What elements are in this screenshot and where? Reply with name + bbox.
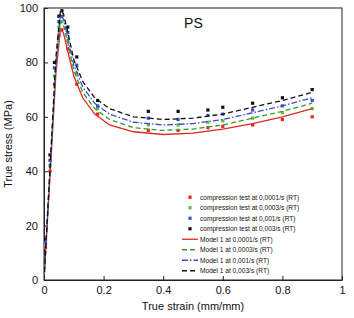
- legend-item: Model 1 at 0,003/s (RT): [182, 267, 269, 275]
- legend-symbol: [182, 239, 198, 240]
- data-point: [311, 88, 314, 91]
- tick-label: 0.4: [156, 284, 171, 296]
- data-point: [281, 96, 284, 99]
- data-point: [281, 118, 284, 121]
- legend-label: Model 1 at 0,0003/s (RT): [200, 246, 273, 254]
- data-point: [311, 99, 314, 102]
- data-point: [251, 117, 254, 120]
- legend-item: Model 1 at 0,0003/s (RT): [182, 246, 273, 254]
- tick-mark: [282, 276, 283, 280]
- tick: 1: [339, 276, 345, 296]
- tick: 0.2: [96, 276, 111, 296]
- chart: 0 0.2 0.4 0.6 0.8 1 0 20 40 60 80 100 PS compression …: [0, 0, 354, 318]
- legend-symbol: [188, 196, 191, 199]
- annotation: PS: [184, 15, 203, 31]
- tick: 80: [26, 56, 48, 68]
- data-point: [251, 108, 254, 111]
- tick-label: 0.6: [216, 284, 231, 296]
- tick: 0.6: [216, 276, 231, 296]
- legend-item: Model 1 at 0,001/s (RT): [182, 257, 269, 265]
- tick: 40: [26, 165, 48, 177]
- legend-symbol: [182, 260, 198, 261]
- model-line: [44, 22, 312, 280]
- data-point: [75, 55, 78, 58]
- tick-mark: [44, 8, 48, 9]
- legend-label: compression test at 0,0001/s (RT): [200, 194, 299, 202]
- marks: [44, 9, 314, 280]
- legend: compression test at 0,0001/s (RT) compres…: [182, 194, 299, 276]
- legend-symbol: [188, 227, 191, 230]
- data-point: [221, 106, 224, 109]
- legend-symbol: [182, 249, 198, 250]
- tick: 0.8: [275, 276, 290, 296]
- tick-label: 1: [339, 284, 345, 296]
- tick: 0.4: [156, 276, 171, 296]
- model-line: [44, 16, 312, 280]
- tick-label: 100: [20, 2, 38, 14]
- legend-label: Model 1 at 0,0001/s (RT): [200, 236, 273, 244]
- legend-item: Model 1 at 0,0001/s (RT): [182, 236, 273, 244]
- tick-mark: [163, 276, 164, 280]
- y-axis-title: True stress (MPa): [2, 100, 14, 188]
- tick-label: 0.8: [275, 284, 290, 296]
- tick-label: 0: [32, 274, 38, 286]
- legend-item: compression test at 0,001/s (RT): [188, 215, 295, 223]
- tick: 0: [32, 274, 48, 286]
- y-axis: 0 20 40 60 80 100: [20, 2, 48, 286]
- x-axis-title: True strain (mm/mm): [142, 300, 244, 312]
- tick-label: 0.2: [96, 284, 111, 296]
- tick-mark: [44, 117, 48, 118]
- data-point: [177, 110, 180, 113]
- tick-label: 40: [26, 165, 38, 177]
- tick: 60: [26, 111, 48, 123]
- legend-symbol: [188, 217, 191, 220]
- tick-label: 80: [26, 56, 38, 68]
- x-axis: 0 0.2 0.4 0.6 0.8 1: [41, 276, 345, 296]
- tick-mark: [342, 276, 343, 280]
- data-point: [251, 102, 254, 105]
- legend-label: compression test at 0,003/s (RT): [200, 225, 296, 233]
- tick-mark: [44, 171, 48, 172]
- model-line: [44, 11, 312, 280]
- tick-label: 60: [26, 111, 38, 123]
- legend-item: compression test at 0,0001/s (RT): [188, 194, 299, 202]
- plot-frame: [44, 8, 342, 280]
- tick-label: 0: [41, 284, 47, 296]
- plot: 0 0.2 0.4 0.6 0.8 1 0 20 40 60 80 100 PS compression …: [20, 2, 346, 296]
- tick-mark: [223, 276, 224, 280]
- axis-line: [45, 280, 343, 281]
- tick: 20: [26, 220, 48, 232]
- legend-label: Model 1 at 0,003/s (RT): [200, 267, 269, 275]
- tick-label: 20: [26, 220, 38, 232]
- tick-mark: [44, 280, 48, 281]
- legend-item: compression test at 0,0003/s (RT): [188, 204, 299, 212]
- tick-mark: [44, 62, 48, 63]
- model-line: [44, 30, 312, 280]
- legend-symbol: [182, 270, 198, 271]
- legend-label: compression test at 0,001/s (RT): [200, 215, 296, 223]
- tick: 100: [20, 2, 48, 14]
- data-point: [311, 115, 314, 118]
- tick-mark: [104, 276, 105, 280]
- data-point: [147, 110, 150, 113]
- legend-symbol: [188, 206, 191, 209]
- legend-label: Model 1 at 0,001/s (RT): [200, 257, 269, 265]
- legend-item: compression test at 0,003/s (RT): [188, 225, 295, 233]
- data-point: [206, 108, 209, 111]
- legend-label: compression test at 0,0003/s (RT): [200, 204, 299, 212]
